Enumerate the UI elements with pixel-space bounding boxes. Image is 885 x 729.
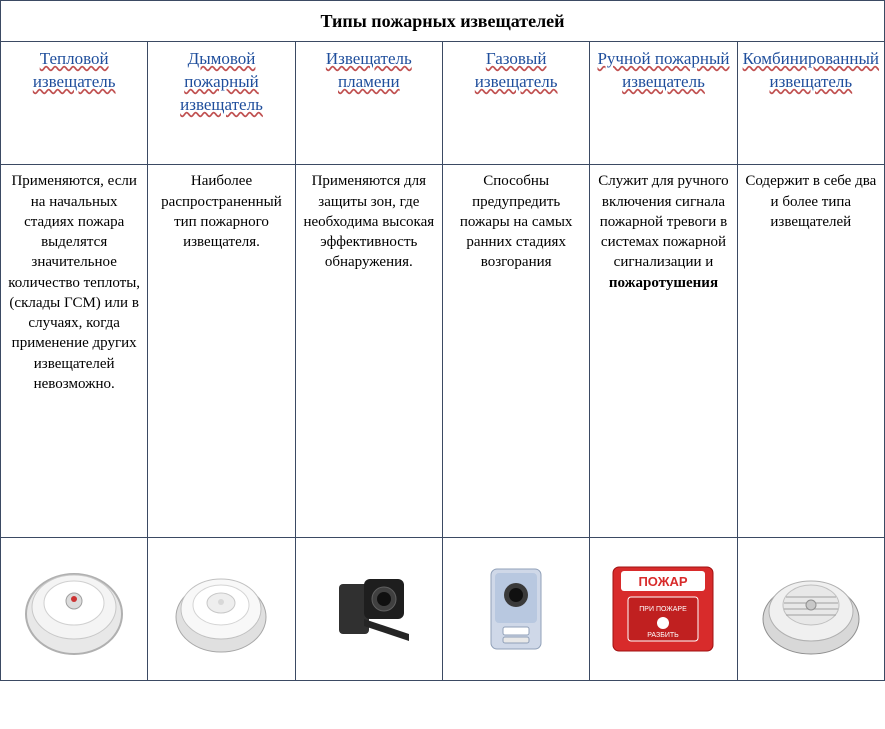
col-header-smoke: Дымовой пожарный извещатель	[148, 42, 295, 165]
img-cell-manual: ПОЖАР ПРИ ПОЖАРЕ РАЗБИТЬ	[590, 538, 737, 681]
col-desc-manual: Служит для ручного включения сигнала пож…	[590, 165, 737, 538]
manual-callpoint-icon: ПОЖАР ПРИ ПОЖАРЕ РАЗБИТЬ	[603, 559, 723, 659]
detector-types-table: Типы пожарных извещателей Тепловой извещ…	[0, 0, 885, 681]
col-header-flame: Извещатель пламени	[295, 42, 442, 165]
col-desc-gas: Способны предупредить пожары на самых ра…	[442, 165, 589, 538]
col-header-thermal: Тепловой извещатель	[1, 42, 148, 165]
fire-sub2: РАЗБИТЬ	[648, 632, 680, 639]
img-cell-flame	[295, 538, 442, 681]
col-header-manual: Ручной пожарный извещатель	[590, 42, 737, 165]
img-cell-thermal	[1, 538, 148, 681]
flame-detector-icon	[309, 559, 429, 659]
combined-detector-icon	[751, 559, 871, 659]
img-cell-combined	[737, 538, 884, 681]
fire-label: ПОЖАР	[639, 574, 688, 589]
col-desc-smoke: Наиболее распространенный тип пожарного …	[148, 165, 295, 538]
manual-desc-bold: пожаротушения	[609, 275, 718, 291]
fire-sub1: ПРИ ПОЖАРЕ	[640, 606, 688, 613]
gas-detector-icon	[456, 559, 576, 659]
col-header-combined: Комбинированный извещатель	[737, 42, 884, 165]
col-header-gas: Газовый извещатель	[442, 42, 589, 165]
table-title: Типы пожарных извещателей	[1, 1, 885, 42]
thermal-detector-icon	[14, 559, 134, 659]
manual-desc-pre: Служит для ручного включения сигнала пож…	[598, 173, 728, 270]
smoke-detector-icon	[161, 559, 281, 659]
img-cell-gas	[442, 538, 589, 681]
img-cell-smoke	[148, 538, 295, 681]
col-desc-thermal: Применяются, если на начальных стадиях п…	[1, 165, 148, 538]
col-desc-combined: Содержит в себе два и более типа извещат…	[737, 165, 884, 538]
col-desc-flame: Применяются для защиты зон, где необходи…	[295, 165, 442, 538]
